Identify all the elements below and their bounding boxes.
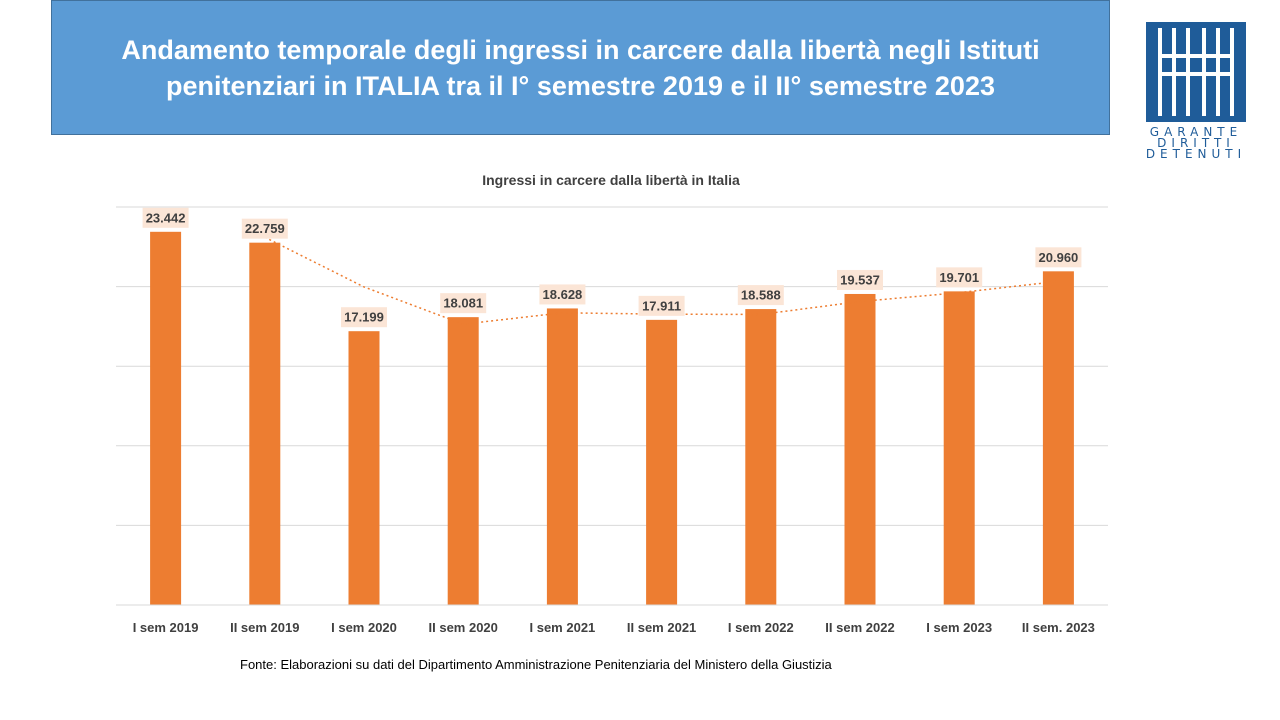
data-label: 18.588 — [741, 288, 781, 303]
x-tick-label: II sem. 2023 — [1022, 620, 1095, 635]
logo-text-line-3: DETENUTI — [1145, 147, 1247, 161]
x-tick-label: I sem 2023 — [926, 620, 992, 635]
logo-text-line-1: GARANTE — [1149, 125, 1243, 139]
bar — [844, 293, 876, 605]
x-tick-label: I sem 2021 — [530, 620, 596, 635]
x-tick-label: II sem 2020 — [429, 620, 498, 635]
data-label-box — [1035, 247, 1082, 268]
x-tick-label: II sem 2019 — [230, 620, 299, 635]
bars — [150, 231, 1074, 606]
bar — [249, 242, 281, 605]
bar — [447, 317, 479, 605]
data-label: 17.199 — [344, 310, 384, 325]
data-label: 17.911 — [642, 298, 681, 313]
data-label: 18.081 — [443, 296, 483, 311]
x-tick-label: II sem 2022 — [825, 620, 894, 635]
x-tick-label: I sem 2022 — [728, 620, 794, 635]
data-label-box — [737, 285, 784, 306]
data-label-box — [341, 307, 387, 328]
data-label-box — [142, 207, 189, 228]
bar — [745, 309, 777, 605]
data-label-box — [936, 267, 983, 288]
bar — [150, 231, 182, 606]
bar — [348, 331, 380, 605]
data-label: 20.960 — [1039, 250, 1079, 265]
x-tick-label: I sem 2019 — [133, 620, 199, 635]
data-label: 19.701 — [939, 270, 979, 285]
data-label-box — [241, 218, 288, 239]
bar — [546, 308, 578, 605]
x-tick-label: II sem 2021 — [627, 620, 696, 635]
x-axis-labels: I sem 2019 II sem 2019 I sem 2020 II sem 20… — [133, 620, 1095, 635]
data-label: 19.537 — [840, 272, 880, 287]
data-label: 22.759 — [245, 221, 285, 236]
data-labels: 23.442 22.759 17.199 18.081 18.628 17.911 18.5… — [142, 207, 1082, 328]
data-label: 18.628 — [543, 287, 583, 302]
garante-logo: GARANTE DIRITTI DETENUTI — [1144, 22, 1248, 166]
data-label: 23.442 — [146, 210, 186, 225]
bar — [943, 291, 975, 605]
chart-title: Ingressi in carcere dalla libertà in Ita… — [482, 172, 740, 188]
data-label-box — [539, 284, 586, 305]
data-label-box — [440, 293, 487, 314]
title-banner: Andamento temporale degli ingressi in ca… — [51, 0, 1110, 135]
slide-title: Andamento temporale degli ingressi in ca… — [121, 34, 1040, 101]
x-tick-label: I sem 2020 — [331, 620, 397, 635]
source-note: Fonte: Elaborazioni su dati del Dipartim… — [240, 657, 832, 672]
bar — [1042, 271, 1074, 605]
logo-text-line-2: DIRITTI — [1157, 136, 1235, 150]
data-label-box — [837, 269, 883, 290]
data-label-box — [638, 295, 685, 316]
bar — [646, 319, 678, 605]
bars-grid-logo-icon — [1146, 22, 1246, 122]
